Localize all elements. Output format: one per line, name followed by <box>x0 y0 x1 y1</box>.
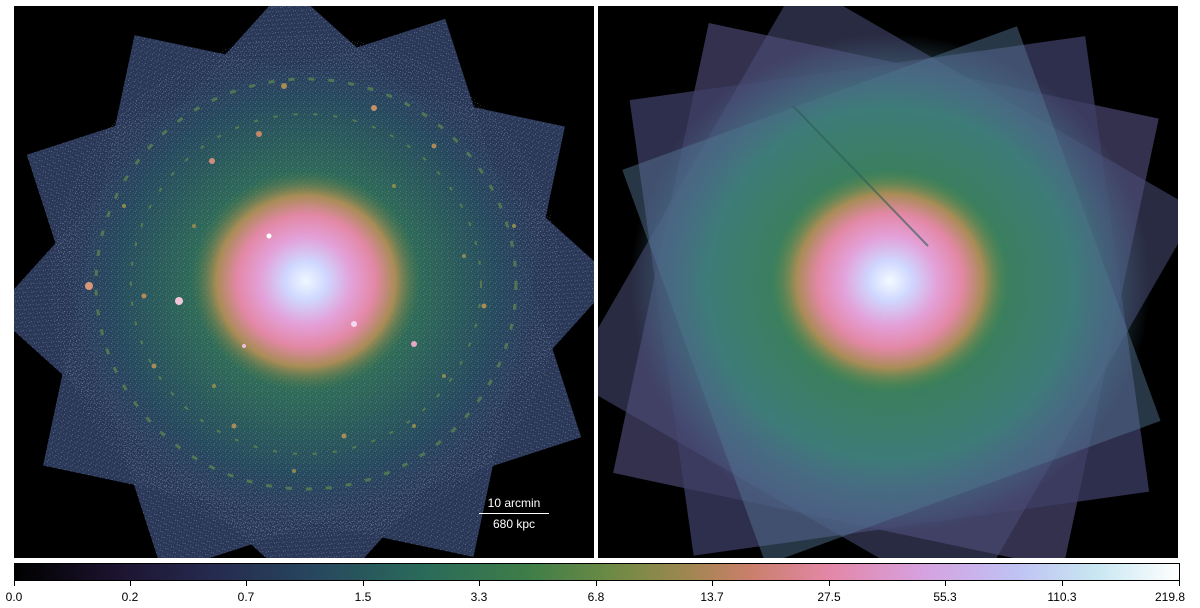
colorbar-tick <box>712 581 713 586</box>
colorbar <box>14 563 1180 581</box>
colorbar-tick-label: 110.3 <box>1047 590 1077 604</box>
colorbar-tick-label: 0.0 <box>5 590 23 604</box>
right-core <box>770 169 1010 393</box>
colorbar-tick <box>130 581 131 586</box>
right-image <box>598 6 1178 558</box>
colorbar-tick <box>596 581 597 586</box>
colorbar-tick <box>1062 581 1063 586</box>
scale-bar-line <box>479 513 549 514</box>
colorbar-tick <box>1179 581 1180 586</box>
colorbar-tick <box>479 581 480 586</box>
scale-bar-physical-label: 680 kpc <box>492 517 536 531</box>
left-point-sources <box>85 83 516 473</box>
colorbar-tick <box>945 581 946 586</box>
colorbar-tick <box>246 581 247 586</box>
colorbar-ticks <box>14 581 1180 587</box>
colorbar-tick-label: 6.8 <box>587 590 605 604</box>
colorbar-tick <box>829 581 830 586</box>
right-image-panel <box>598 6 1178 558</box>
colorbar-tick-label: 27.5 <box>817 590 841 604</box>
colorbar-tick-label: 13.7 <box>700 590 724 604</box>
colorbar-tick-label: 219.8 <box>1154 590 1186 604</box>
left-clump-ring <box>94 77 518 491</box>
colorbar-tick-label: 0.2 <box>121 590 139 604</box>
colorbar-tick <box>14 581 15 586</box>
scale-bar: 10 arcmin 680 kpc <box>474 496 554 531</box>
colorbar-tick-label: 0.7 <box>237 590 255 604</box>
left-image-panel: 10 arcmin 680 kpc <box>14 6 594 558</box>
left-core <box>191 171 421 391</box>
left-image <box>14 6 594 558</box>
colorbar-tick-label: 55.3 <box>933 590 957 604</box>
scale-bar-angular-label: 10 arcmin <box>487 496 541 510</box>
colorbar-tick-label: 1.5 <box>354 590 372 604</box>
right-chip-gap-line <box>792 105 929 247</box>
colorbar-tick <box>363 581 364 586</box>
colorbar-tick-labels: 0.0 0.2 0.7 1.5 3.3 6.8 13.7 27.5 55.3 1… <box>0 590 1200 606</box>
colorbar-tick-label: 3.3 <box>470 590 488 604</box>
